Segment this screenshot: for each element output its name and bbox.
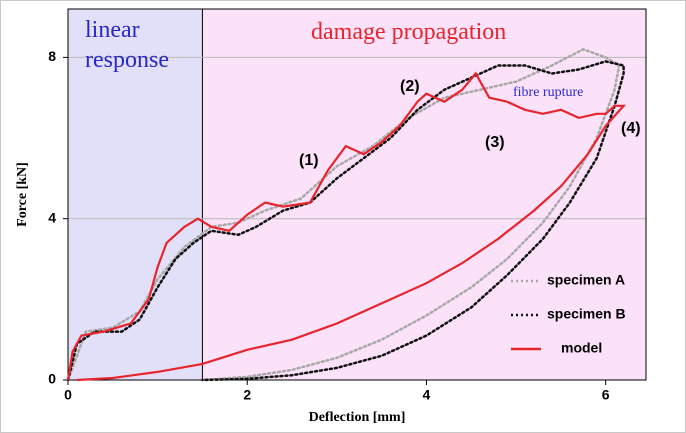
line bbox=[66, 60, 625, 382]
region-label: linear response bbox=[85, 17, 169, 73]
x-tick-label: 4 bbox=[423, 387, 431, 403]
region-label: damage propagation bbox=[311, 19, 507, 45]
x-tick-label: 2 bbox=[243, 387, 251, 403]
annotation: (1) bbox=[299, 152, 319, 169]
line bbox=[66, 71, 627, 382]
annotation: (4) bbox=[621, 120, 641, 137]
annotation: (2) bbox=[400, 78, 420, 95]
legend-label: specimen B bbox=[547, 306, 626, 322]
line bbox=[66, 47, 621, 382]
plot-frame bbox=[67, 8, 647, 381]
x-tick-label: 0 bbox=[64, 387, 72, 403]
region bbox=[202, 9, 646, 380]
y-tick-label: 8 bbox=[48, 48, 56, 64]
y-axis-label: Force [kN] bbox=[15, 162, 30, 227]
x-tick-label: 6 bbox=[602, 387, 610, 403]
annotation: fibre rupture bbox=[513, 85, 583, 100]
y-tick-label: 4 bbox=[48, 209, 56, 225]
legend-label: model bbox=[561, 340, 602, 356]
x-axis-label: Deflection [mm] bbox=[309, 410, 406, 425]
legend-label: specimen A bbox=[547, 272, 625, 288]
annotation: (3) bbox=[485, 134, 505, 151]
y-tick-label: 0 bbox=[48, 371, 56, 387]
